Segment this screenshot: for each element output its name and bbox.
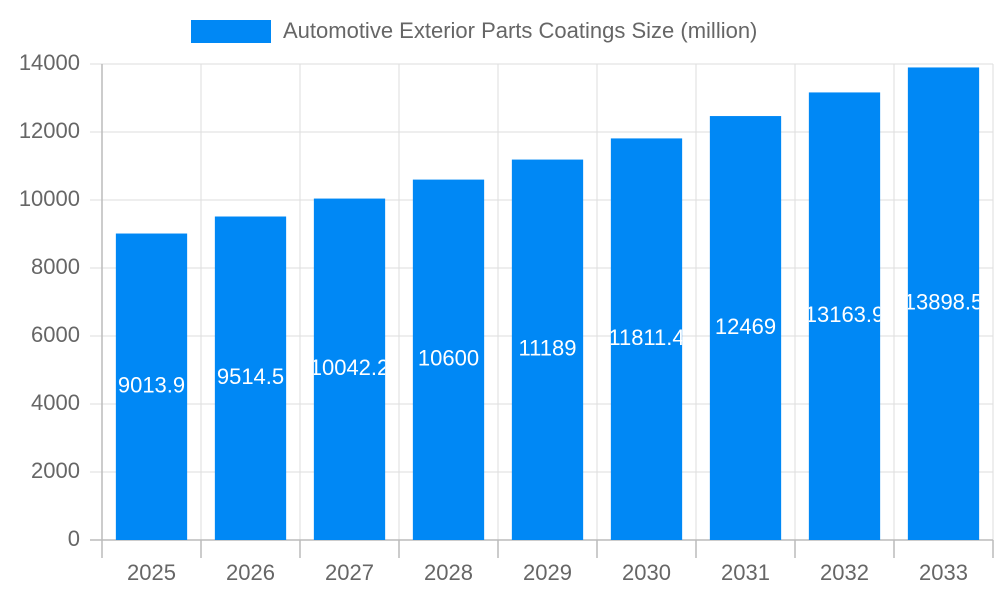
data-label: 12469: [715, 314, 776, 339]
legend-label: Automotive Exterior Parts Coatings Size …: [283, 18, 757, 43]
bar: [709, 116, 782, 540]
y-tick-label: 4000: [31, 390, 80, 415]
x-tick-label: 2032: [820, 560, 869, 585]
data-label: 10600: [418, 346, 479, 371]
data-label: 13163.9: [805, 302, 885, 327]
bar: [907, 67, 980, 541]
data-label: 10042.2: [310, 355, 390, 380]
y-tick-label: 0: [68, 526, 80, 551]
x-tick-label: 2028: [424, 560, 473, 585]
data-label: 11189: [519, 336, 577, 361]
bar: [808, 92, 881, 540]
x-tick-label: 2033: [919, 560, 968, 585]
x-tick-label: 2027: [325, 560, 374, 585]
data-label: 9514.5: [217, 364, 284, 389]
bar: [412, 179, 485, 540]
bar: [115, 233, 188, 540]
x-tick-label: 2031: [721, 560, 770, 585]
x-tick-label: 2025: [127, 560, 176, 585]
x-tick-label: 2030: [622, 560, 671, 585]
bar: [610, 138, 683, 540]
data-label: 11811.4: [608, 325, 684, 350]
bar: [313, 198, 386, 541]
data-label: 13898.5: [904, 290, 984, 315]
legend-swatch: [191, 20, 271, 43]
bar: [214, 216, 287, 540]
y-tick-label: 12000: [19, 118, 80, 143]
bar: [511, 159, 584, 540]
data-label: 9013.9: [118, 373, 185, 398]
y-tick-label: 8000: [31, 254, 80, 279]
x-tick-label: 2026: [226, 560, 275, 585]
x-tick-label: 2029: [523, 560, 572, 585]
y-tick-label: 10000: [19, 186, 80, 211]
y-tick-label: 14000: [19, 50, 80, 75]
y-tick-label: 6000: [31, 322, 80, 347]
y-tick-label: 2000: [31, 458, 80, 483]
